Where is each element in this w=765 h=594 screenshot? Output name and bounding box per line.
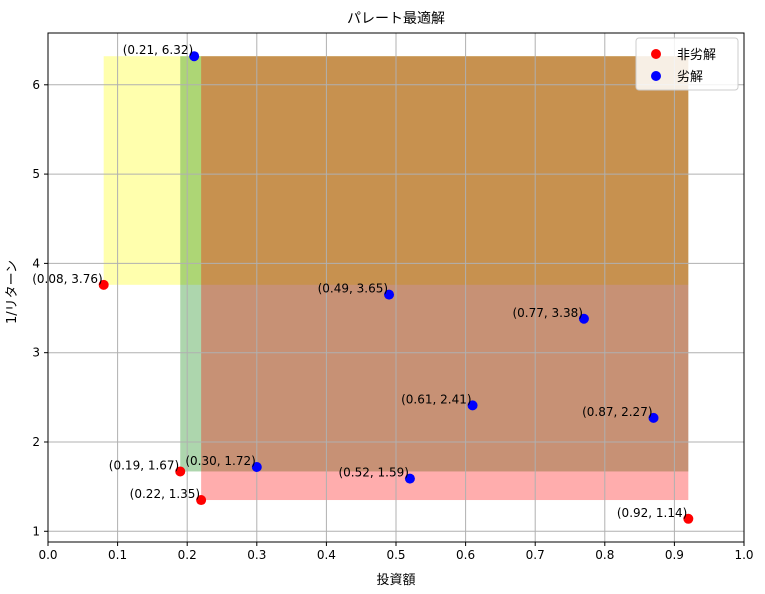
y-tick-label: 3 xyxy=(32,346,40,360)
point-label: (0.77, 3.38) xyxy=(512,306,582,320)
point-label: (0.92, 1.14) xyxy=(617,506,687,520)
dominated-point xyxy=(189,51,200,62)
data-points xyxy=(98,51,694,524)
dominated-region-2 xyxy=(201,56,689,501)
y-tick-label: 6 xyxy=(32,78,40,92)
nondominated-point xyxy=(683,513,694,524)
y-tick-label: 2 xyxy=(32,435,40,449)
legend-marker-nondominated xyxy=(651,49,661,59)
legend-marker-dominated xyxy=(651,71,661,81)
point-label: (0.49, 3.65) xyxy=(318,282,388,296)
x-tick-label: 0.8 xyxy=(595,548,614,562)
point-label: (0.30, 1.72) xyxy=(185,454,255,468)
x-tick-label: 0.1 xyxy=(108,548,127,562)
y-tick-label: 5 xyxy=(32,167,40,181)
dominated-point xyxy=(648,412,659,423)
nondominated-point xyxy=(98,279,109,290)
dominated-point xyxy=(251,461,262,472)
y-tick-label: 1 xyxy=(32,524,40,538)
point-label: (0.22, 1.35) xyxy=(130,487,200,501)
x-tick-label: 1.0 xyxy=(734,548,753,562)
dominated-point xyxy=(578,313,589,324)
plot-frame xyxy=(47,32,745,543)
chart-title: パレート最適解 xyxy=(347,10,445,27)
x-axis-label: 投資額 xyxy=(376,572,415,588)
nondominated-point xyxy=(175,466,186,477)
dominated-point xyxy=(467,400,478,411)
dominated-point xyxy=(384,289,395,300)
grid-lines xyxy=(47,33,745,542)
point-label: (0.08, 3.76) xyxy=(32,272,102,286)
x-tick-label: 0.9 xyxy=(665,548,684,562)
x-tick-label: 0.7 xyxy=(526,548,545,562)
x-tick-label: 0.4 xyxy=(317,548,336,562)
legend-box xyxy=(635,37,739,91)
dominated-point xyxy=(404,473,415,484)
point-label: (0.19, 1.67) xyxy=(109,458,179,472)
legend-label-nondominated: 非劣解 xyxy=(677,48,716,63)
x-tick-label: 0.3 xyxy=(247,548,266,562)
y-tick-label: 4 xyxy=(32,256,40,270)
x-tick-label: 0.0 xyxy=(38,548,57,562)
legend: 非劣解 劣解 xyxy=(635,37,739,91)
x-tick-label: 0.5 xyxy=(386,548,405,562)
point-label: (0.87, 2.27) xyxy=(582,405,652,419)
axes: 0.0 0.1 0.2 0.3 0.4 0.5 0.6 0.7 0.8 0.9 1.0 1 2 3 4 5 6 xyxy=(32,32,754,562)
legend-label-dominated: 劣解 xyxy=(677,70,703,85)
x-tick-label: 0.2 xyxy=(178,548,197,562)
point-labels: (0.08, 3.76) (0.19, 1.67) (0.22, 1.35) (0.9… xyxy=(32,43,687,520)
point-label: (0.52, 1.59) xyxy=(338,466,408,480)
x-tick-label: 0.6 xyxy=(456,548,475,562)
y-axis-label: 1/リターン xyxy=(5,260,20,324)
point-label: (0.21, 6.32) xyxy=(123,43,193,57)
point-label: (0.61, 2.41) xyxy=(401,392,471,406)
nondominated-point xyxy=(196,495,207,506)
